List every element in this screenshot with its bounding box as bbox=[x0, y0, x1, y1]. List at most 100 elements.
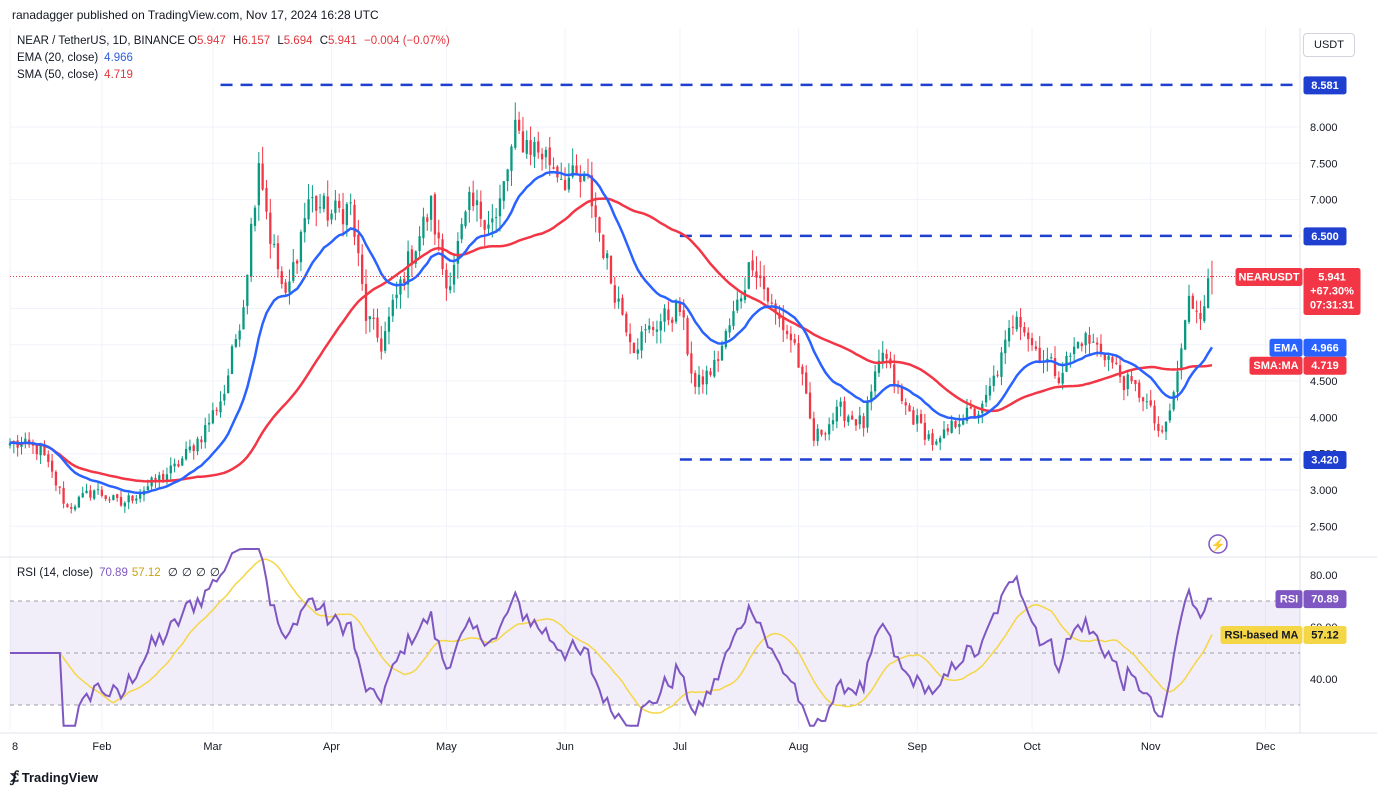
legend-ema-row[interactable]: EMA (20, close) 4.966 bbox=[17, 52, 133, 64]
candle-body bbox=[265, 188, 268, 212]
candle-body bbox=[575, 165, 578, 176]
candle-body bbox=[395, 294, 398, 299]
lightning-icon-glyph: ⚡ bbox=[1211, 538, 1226, 552]
candle-body bbox=[119, 496, 123, 506]
candle-body bbox=[843, 401, 846, 421]
rsi-line bbox=[10, 548, 1212, 727]
null-value-1: ∅ bbox=[167, 567, 178, 579]
candle-body bbox=[1069, 355, 1072, 357]
candle-body bbox=[165, 474, 169, 480]
candle-body bbox=[234, 339, 237, 347]
candle-body bbox=[58, 486, 61, 488]
symbol-tag-box bbox=[1235, 267, 1303, 286]
high-label: H bbox=[233, 35, 242, 47]
sma-name-tag-text: SMA:MA bbox=[1253, 360, 1298, 372]
candle-body bbox=[1095, 342, 1099, 345]
candle-body bbox=[43, 444, 46, 456]
candle-body bbox=[1107, 356, 1110, 360]
candle-body bbox=[667, 309, 670, 321]
change-value: −0.004 (−0.07%) bbox=[364, 35, 450, 47]
candle-body bbox=[1134, 379, 1137, 385]
candle-body bbox=[755, 271, 758, 278]
candle-body bbox=[954, 420, 957, 428]
candle-body bbox=[357, 234, 360, 254]
candle-body bbox=[47, 454, 50, 462]
candle-body bbox=[257, 163, 260, 206]
candle-body bbox=[253, 207, 257, 226]
candle-body bbox=[785, 330, 789, 335]
candle-body bbox=[1115, 362, 1118, 364]
rsi-value-tag-box bbox=[1303, 590, 1347, 609]
candle-body bbox=[862, 416, 865, 429]
candle-body bbox=[387, 316, 391, 332]
candle-body bbox=[877, 360, 881, 373]
rsi-name-tag-text: RSI bbox=[1280, 594, 1298, 606]
lightning-icon-circle bbox=[1208, 534, 1228, 554]
candle-body bbox=[104, 495, 107, 500]
sma-value-tag-text: 4.719 bbox=[1311, 360, 1339, 372]
candle-body bbox=[659, 321, 662, 331]
candle-body bbox=[950, 420, 953, 433]
high-value: 6.157 bbox=[241, 35, 271, 47]
rsi-ma-value-tag-text: 57.12 bbox=[1311, 629, 1339, 641]
candle-body bbox=[483, 220, 486, 230]
candle-body bbox=[678, 303, 682, 312]
candle-body bbox=[276, 243, 280, 270]
candle-body bbox=[468, 191, 471, 211]
candle-body bbox=[223, 393, 226, 401]
candle-body bbox=[1138, 382, 1141, 398]
rsi-ma-name-tag: RSI-based MA bbox=[1220, 625, 1303, 644]
candle-body bbox=[847, 416, 850, 423]
candle-body bbox=[452, 264, 456, 285]
candle-body bbox=[169, 465, 172, 474]
candle-body bbox=[31, 444, 35, 446]
candle-body bbox=[154, 477, 157, 482]
last-price-tag: 5.941 +67.30% 07:31:31 bbox=[1303, 267, 1361, 315]
level-tag: 8.581 bbox=[1303, 76, 1347, 95]
legend-sma-row[interactable]: SMA (50, close) 4.719 bbox=[17, 69, 133, 81]
legend-symbol-row: NEAR / TetherUS, 1D, BINANCE O5.947 H6.1… bbox=[17, 35, 454, 47]
rsi-ma-line bbox=[10, 558, 1213, 714]
candle-body bbox=[414, 251, 417, 264]
candle-body bbox=[1103, 354, 1106, 361]
candle-body bbox=[1084, 333, 1087, 346]
candle-body bbox=[1027, 332, 1030, 340]
level-tag-text: 3.420 bbox=[1311, 455, 1339, 467]
candle-body bbox=[211, 410, 215, 424]
candle-body bbox=[1180, 348, 1183, 371]
candle-body bbox=[789, 333, 793, 341]
last-price-tag-text: +67.30% bbox=[1310, 285, 1354, 297]
candle-body bbox=[449, 286, 452, 291]
candle-body bbox=[961, 421, 965, 425]
candle-body bbox=[705, 370, 708, 385]
candle-body bbox=[621, 297, 624, 315]
candle-body bbox=[1023, 326, 1026, 333]
candle-body bbox=[1111, 357, 1114, 363]
candle-body bbox=[372, 317, 375, 320]
candle-body bbox=[200, 439, 203, 443]
candle-body bbox=[571, 165, 574, 177]
candle-body bbox=[77, 496, 81, 508]
candle-body bbox=[609, 255, 613, 284]
candle-body bbox=[1000, 352, 1003, 377]
candle-body bbox=[1161, 430, 1164, 432]
candle-body bbox=[242, 307, 245, 330]
candle-body bbox=[261, 163, 264, 190]
candle-body bbox=[299, 231, 303, 263]
candle-body bbox=[8, 442, 12, 446]
legend-rsi-row[interactable]: RSI (14, close) 70.89 57.12 ∅ ∅ ∅ ∅ bbox=[17, 565, 220, 579]
candle-body bbox=[762, 276, 766, 290]
footer-brand[interactable]: ⨋ TradingView bbox=[10, 769, 98, 786]
candle-body bbox=[965, 407, 969, 421]
currency-button[interactable]: USDT bbox=[1303, 33, 1355, 57]
candle-body bbox=[1099, 343, 1103, 354]
candle-body bbox=[54, 471, 58, 486]
candle-body bbox=[338, 200, 341, 208]
candle-body bbox=[831, 420, 835, 425]
candle-body bbox=[24, 438, 27, 443]
candle-body bbox=[380, 338, 383, 352]
candle-body bbox=[617, 298, 620, 302]
candle-body bbox=[491, 218, 494, 223]
candle-body bbox=[238, 330, 241, 340]
